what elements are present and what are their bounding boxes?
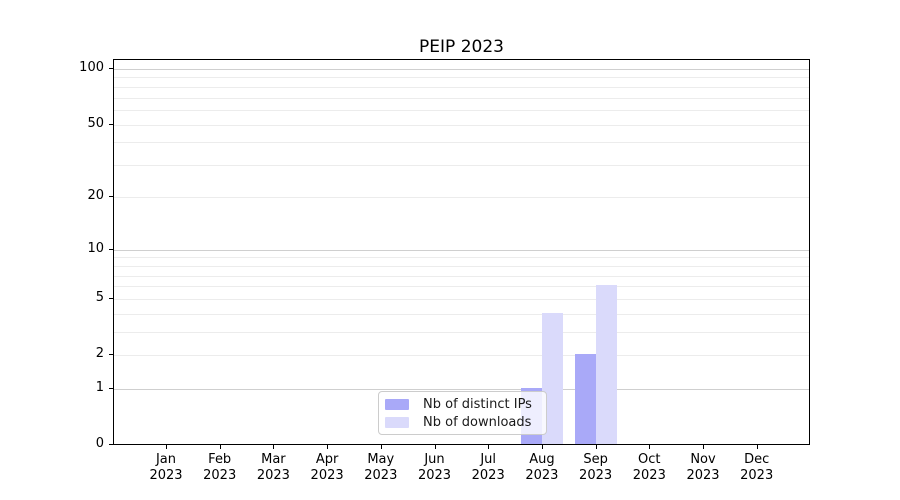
- y-tick-label-20: 20: [87, 187, 104, 203]
- x-tick-label-jul: Jul 2023: [460, 452, 516, 483]
- bar-distinct-ips-sep: [574, 354, 596, 444]
- bar-downloads-sep: [595, 285, 617, 444]
- x-tick-year: 2023: [471, 467, 505, 483]
- bar-downloads-aug: [541, 312, 563, 444]
- x-tick-month: Feb: [208, 452, 232, 467]
- x-tick-label-sep: Sep 2023: [568, 452, 624, 483]
- x-tick-mark-nov: [703, 445, 704, 449]
- x-tick-year: 2023: [203, 467, 237, 483]
- y-tick-label-1: 1: [95, 379, 104, 395]
- y-tick-label-5: 5: [95, 289, 104, 305]
- legend-swatch-downloads: [385, 416, 409, 428]
- x-tick-month: Jul: [480, 452, 497, 467]
- chart-title: PEIP 2023: [419, 37, 504, 57]
- x-tick-label-jan: Jan 2023: [138, 452, 194, 483]
- x-tick-month: Jun: [424, 452, 445, 467]
- y-tick-mark-5: [109, 297, 113, 299]
- gridline-major-100: [114, 68, 809, 70]
- gridline-minor-9: [114, 257, 809, 259]
- x-tick-month: Oct: [638, 452, 661, 467]
- x-tick-mark-may: [380, 445, 382, 449]
- gridline-minor-2: [114, 355, 809, 357]
- x-tick-label-jun: Jun 2023: [407, 452, 463, 483]
- gridline-minor-60: [114, 109, 809, 111]
- gridline-minor-70: [114, 97, 809, 99]
- gridline-minor-80: [114, 86, 809, 88]
- y-tick-label-0: 0: [95, 436, 104, 451]
- x-tick-year: 2023: [740, 467, 774, 483]
- x-tick-mark-dec: [756, 445, 758, 449]
- y-tick-label-50: 50: [87, 115, 104, 131]
- y-tick-mark-50: [109, 123, 113, 125]
- y-tick-label-10: 10: [87, 240, 104, 256]
- gridline-minor-7: [114, 275, 809, 277]
- gridline-minor-40: [114, 142, 809, 144]
- x-tick-month: Dec: [744, 452, 770, 467]
- x-tick-month: May: [367, 452, 395, 467]
- gridline-minor-90: [114, 77, 809, 79]
- x-tick-mark-jun: [434, 445, 436, 449]
- x-tick-month: Apr: [315, 452, 339, 467]
- x-tick-month: Jan: [155, 452, 177, 467]
- y-tick-mark-1: [109, 387, 113, 389]
- x-tick-mark-feb: [219, 445, 221, 449]
- x-tick-month: Nov: [690, 452, 716, 467]
- legend-item-distinct-ips: Nb of distinct IPs: [385, 395, 540, 413]
- x-tick-mark-mar: [273, 445, 275, 449]
- x-tick-label-mar: Mar 2023: [245, 452, 301, 483]
- gridline-minor-50: [114, 124, 809, 126]
- x-tick-mark-jan: [166, 445, 167, 449]
- gridline-minor-5: [114, 298, 809, 300]
- y-tick-label-2: 2: [95, 346, 104, 362]
- gridline-major-10: [114, 249, 809, 251]
- gridline-minor-3: [114, 332, 809, 334]
- x-tick-year: 2023: [525, 467, 559, 483]
- gridline-minor-6: [114, 286, 809, 288]
- x-tick-mark-oct: [649, 445, 651, 449]
- x-tick-label-nov: Nov 2023: [675, 452, 731, 483]
- y-tick-mark-2: [109, 354, 113, 356]
- y-tick-label-100: 100: [79, 59, 104, 75]
- y-tick-mark-20: [109, 195, 113, 197]
- legend-item-downloads: Nb of downloads: [385, 413, 540, 431]
- y-tick-mark-10: [109, 248, 113, 250]
- gridline-minor-20: [114, 196, 809, 198]
- y-tick-mark-0: [109, 444, 113, 445]
- x-tick-label-aug: Aug 2023: [514, 452, 570, 483]
- x-tick-label-dec: Dec 2023: [729, 452, 785, 483]
- gridline-minor-4: [114, 313, 809, 315]
- plot-area: [113, 59, 810, 445]
- x-tick-year: 2023: [417, 467, 452, 483]
- x-tick-year: 2023: [256, 467, 290, 483]
- x-tick-month: Aug: [529, 452, 555, 467]
- x-tick-mark-jul: [488, 445, 490, 449]
- y-tick-mark-100: [109, 67, 113, 69]
- x-tick-month: Sep: [583, 452, 608, 467]
- x-tick-label-oct: Oct 2023: [621, 452, 677, 483]
- x-tick-year: 2023: [632, 467, 666, 483]
- gridline-minor-8: [114, 265, 809, 267]
- x-tick-mark-sep: [595, 445, 597, 449]
- gridline-major-1: [114, 388, 809, 390]
- x-tick-year: 2023: [310, 467, 344, 483]
- x-tick-label-feb: Feb 2023: [192, 452, 248, 483]
- legend-swatch-distinct-ips: [385, 398, 409, 410]
- x-tick-mark-aug: [541, 445, 543, 449]
- x-tick-year: 2023: [579, 467, 613, 483]
- legend: Nb of distinct IPs Nb of downloads: [378, 391, 547, 435]
- x-tick-month: Mar: [261, 452, 286, 467]
- x-tick-label-may: May 2023: [353, 452, 409, 483]
- gridline-minor-30: [114, 165, 809, 167]
- x-tick-year: 2023: [149, 467, 183, 483]
- x-tick-year: 2023: [686, 467, 720, 483]
- legend-label-distinct-ips: Nb of distinct IPs: [423, 396, 532, 412]
- x-tick-mark-apr: [327, 445, 329, 449]
- x-tick-year: 2023: [364, 467, 398, 483]
- legend-label-downloads: Nb of downloads: [423, 414, 532, 430]
- x-tick-label-apr: Apr 2023: [299, 452, 355, 483]
